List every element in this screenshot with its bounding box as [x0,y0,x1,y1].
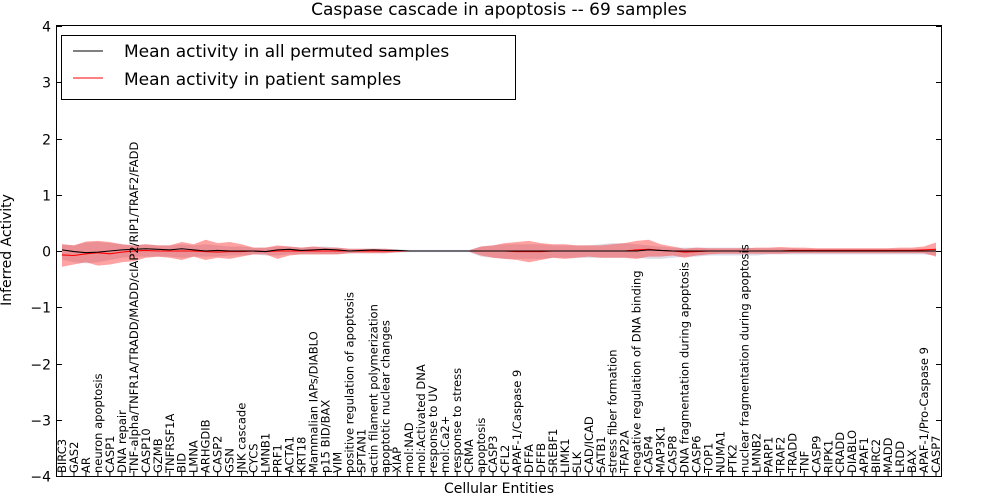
x-tick-label: actin filament polymerization [366,304,380,473]
series-line-0 [61,248,936,254]
legend-box [61,35,516,100]
x-tick-label: mol:Activated DNA [414,364,428,473]
x-tick-label: CYCS [247,443,261,473]
plot-area [61,239,937,267]
x-tick-label: p15 BID/BAX [318,400,332,473]
chart-title: Caspase cascade in apoptosis -- 69 sampl… [311,0,687,20]
x-tick-label: CRMA [462,439,476,473]
x-tick-label: LMNA [187,440,201,473]
legend-label-patient: Mean activity in patient samples [124,70,401,90]
x-tick-label: AR [79,457,93,473]
x-tick-label: CASP2 [211,436,225,473]
x-tick-label: BIRC2 [869,439,883,473]
x-tick-label: TRAF2 [773,437,787,474]
x-tick-label: BAX [905,449,919,473]
y-tick-label: 0 [42,245,51,261]
x-tick-label: VIM [330,452,344,473]
x-tick-label: CASP3 [486,436,500,473]
x-tick-label: CASP9 [809,436,823,473]
x-tick-label: SREBF1 [546,429,560,473]
x-tick-label: response to stress [450,368,464,473]
x-tick-label: LMNB2 [749,433,763,473]
x-tick-label: PARP1 [761,437,775,473]
x-tick-label: ACTA1 [282,436,296,473]
x-tick-label: CRADD [833,432,847,473]
x-tick-label: KRT18 [294,437,308,473]
x-tick-label: CFL2 [498,445,512,473]
plot-frame [56,25,942,477]
x-tick-label: SATB1 [594,436,608,473]
band-series-0 [62,242,936,264]
y-tick-label: −3 [30,414,51,430]
y-tick-label: 2 [42,133,51,149]
x-tick-label: ARHGDIB [199,419,213,473]
x-tick-label: GAS2 [67,442,81,473]
x-tick-label: SPTAN1 [354,429,368,473]
x-tick-label: MAP3K1 [654,426,668,473]
x-tick-label: JNK cascade [235,403,249,474]
x-tick-label: MADD [881,437,895,473]
x-tick-label: PRF1 [271,444,285,473]
x-tick-label: apoptosis [474,418,488,473]
y-tick-label: 1 [42,189,51,205]
x-tick-label: nuclear fragmentation during apoptosis [737,244,751,473]
x-tick-label: CASP6 [690,436,704,473]
x-tick-label: BIRC3 [55,439,69,473]
x-tick-label: NUMA1 [713,431,727,473]
x-tick-label: TRADD [785,433,799,474]
y-tick-label: −4 [30,470,51,486]
x-tick-label: RIPK1 [821,440,835,473]
x-tick-label: CASP1 [103,436,117,473]
y-tick-label: −1 [30,301,51,317]
x-tick-label: PTK2 [725,444,739,473]
x-tick-label: stress fiber formation [606,349,620,473]
x-tick-label: DNA fragmentation during apoptosis [678,262,692,473]
x-tick-label: CASP4 [642,436,656,473]
x-tick-label: CAD/ICAD [582,416,596,473]
x-tick-label: SLK [570,451,584,473]
x-tick-label: TOP1 [702,443,716,474]
x-axis-title: Cellular Entities [444,481,554,497]
x-tick-label: Mammalian IAPs/DIABLO [306,331,320,473]
x-tick-label: DNA repair [115,410,129,473]
x-tick-label: BID [175,453,189,473]
x-tick-label: DFFB [534,443,548,473]
y-tick-label: −2 [30,358,51,374]
x-tick-label: APAF-1/Caspase 9 [510,370,524,473]
x-tick-label: LMNB1 [259,433,273,473]
x-tick-label: neuron apoptosis [91,373,105,473]
x-tick-label: apoptotic nuclear changes [378,320,392,473]
x-tick-label: TNFRSF1A [163,414,177,474]
x-tick-label: mol:Ca2+ [438,416,452,473]
x-tick-label: CASP7 [929,436,943,473]
y-axis-title: Inferred Activity [0,194,15,306]
x-tick-label: APAF-1/Pro-Caspase 9 [917,347,931,473]
legend: Mean activity in all permuted samples Me… [61,35,516,100]
y-axis: −4 −3 −2 −1 0 1 2 3 4 [30,20,941,486]
x-tick-label: LRDD [893,441,907,473]
x-tick-label: DIABLO [845,430,859,473]
x-tick-label: TNF-alpha/TNFR1A/TRADD/MADD/cIAP2/RIP1/T… [127,141,141,474]
x-tick-label: TNF [797,451,811,474]
x-tick-label: positive regulation of apoptosis [342,292,356,473]
x-tick-label: mol:NAD [402,422,416,473]
y-tick-label: 4 [42,20,51,36]
x-tick-label: TFAP2A [618,430,632,474]
x-tick-label: GZMB [151,438,165,473]
x-tick-label: LIMK1 [558,438,572,473]
legend-label-permuted: Mean activity in all permuted samples [124,42,449,62]
x-tick-label: CASP10 [139,428,153,473]
y-tick-label: 3 [42,76,51,92]
x-tick-label: DFFA [522,444,536,473]
x-tick-label: GSN [223,448,237,473]
x-tick-label: response to UV [426,385,440,473]
band-series-1 [62,239,936,267]
x-tick-label: APAF1 [857,437,871,473]
x-tick-label: CASP8 [666,436,680,473]
x-tick-label: XIAP [390,447,404,473]
x-tick-label: negative regulation of DNA binding [630,270,644,473]
